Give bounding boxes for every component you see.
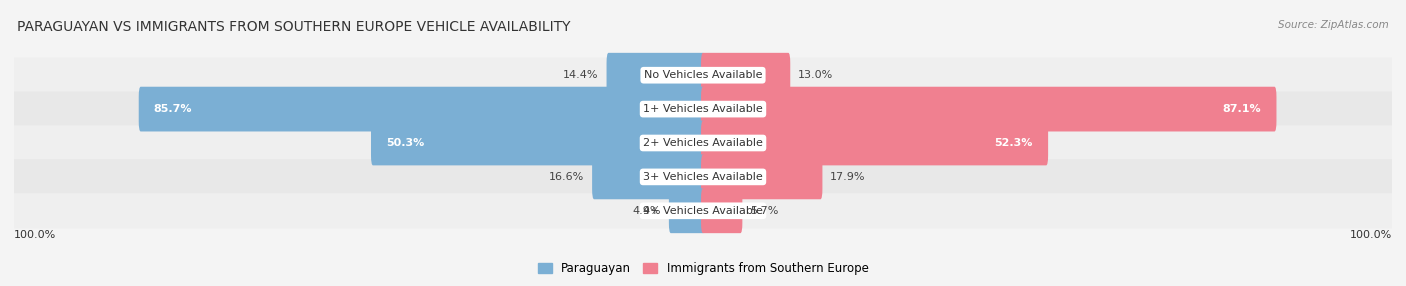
Text: 17.9%: 17.9%: [831, 172, 866, 182]
FancyBboxPatch shape: [14, 193, 1392, 229]
Text: No Vehicles Available: No Vehicles Available: [644, 70, 762, 80]
Text: 85.7%: 85.7%: [153, 104, 193, 114]
FancyBboxPatch shape: [702, 87, 1277, 132]
Text: 87.1%: 87.1%: [1223, 104, 1261, 114]
Text: 5.7%: 5.7%: [751, 206, 779, 216]
Text: 3+ Vehicles Available: 3+ Vehicles Available: [643, 172, 763, 182]
Text: 2+ Vehicles Available: 2+ Vehicles Available: [643, 138, 763, 148]
Text: 100.0%: 100.0%: [1350, 230, 1392, 240]
Text: Source: ZipAtlas.com: Source: ZipAtlas.com: [1278, 20, 1389, 30]
FancyBboxPatch shape: [14, 125, 1392, 161]
Legend: Paraguayan, Immigrants from Southern Europe: Paraguayan, Immigrants from Southern Eur…: [533, 257, 873, 280]
Text: 1+ Vehicles Available: 1+ Vehicles Available: [643, 104, 763, 114]
Text: 13.0%: 13.0%: [799, 70, 834, 80]
FancyBboxPatch shape: [14, 92, 1392, 127]
Text: 100.0%: 100.0%: [14, 230, 56, 240]
FancyBboxPatch shape: [371, 121, 704, 165]
FancyBboxPatch shape: [14, 57, 1392, 93]
FancyBboxPatch shape: [669, 188, 704, 233]
FancyBboxPatch shape: [606, 53, 704, 98]
Text: 14.4%: 14.4%: [564, 70, 599, 80]
FancyBboxPatch shape: [702, 154, 823, 199]
Text: PARAGUAYAN VS IMMIGRANTS FROM SOUTHERN EUROPE VEHICLE AVAILABILITY: PARAGUAYAN VS IMMIGRANTS FROM SOUTHERN E…: [17, 20, 571, 34]
FancyBboxPatch shape: [14, 159, 1392, 194]
FancyBboxPatch shape: [702, 53, 790, 98]
Text: 50.3%: 50.3%: [387, 138, 425, 148]
Text: 52.3%: 52.3%: [994, 138, 1033, 148]
Text: 4.9%: 4.9%: [633, 206, 661, 216]
Text: 16.6%: 16.6%: [548, 172, 585, 182]
FancyBboxPatch shape: [702, 121, 1047, 165]
Text: 4+ Vehicles Available: 4+ Vehicles Available: [643, 206, 763, 216]
FancyBboxPatch shape: [139, 87, 704, 132]
FancyBboxPatch shape: [702, 188, 742, 233]
FancyBboxPatch shape: [592, 154, 704, 199]
